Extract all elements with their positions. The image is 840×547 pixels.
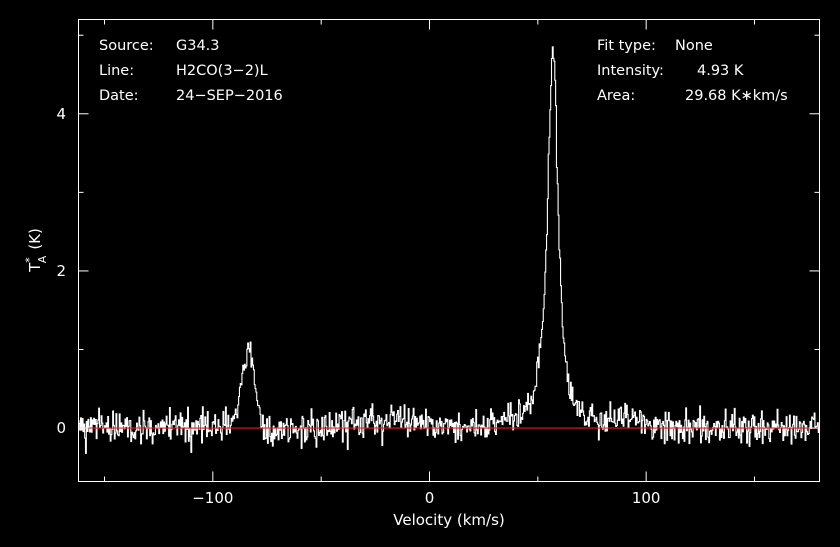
plot-frame	[78, 19, 820, 482]
info-fit-value: None	[675, 38, 713, 54]
info-panel-right: Fit type: None Intensity: 4.93 K Area: 2…	[597, 38, 788, 104]
info-line-value: H2CO(3−2)L	[176, 63, 268, 79]
info-date-value: 24−SEP−2016	[176, 88, 283, 104]
info-panel-left: Source: G34.3 Line: H2CO(3−2)L Date: 24−…	[99, 38, 283, 104]
info-area-value: 29.68 K∗km/s	[685, 88, 788, 104]
y-axis-label: T*A (K)	[23, 228, 49, 273]
y-tick-label: 2	[56, 262, 66, 280]
axis-ticks: −100 0 100 0 2 4	[56, 19, 820, 507]
x-axis-label: Velocity (km/s)	[393, 511, 504, 529]
info-line-key: Line:	[99, 63, 134, 79]
y-axis-label-sub: A	[36, 255, 49, 263]
info-source-value: G34.3	[176, 38, 220, 54]
info-source-key: Source:	[99, 38, 154, 54]
info-date-key: Date:	[99, 88, 139, 104]
info-intensity-value: 4.93 K	[697, 63, 744, 79]
x-tick-label: 100	[632, 489, 661, 507]
y-tick-label: 4	[56, 105, 66, 123]
plot-area	[78, 46, 820, 454]
x-tick-label: 0	[425, 489, 435, 507]
x-tick-label: −100	[192, 489, 233, 507]
info-fit-key: Fit type:	[597, 38, 656, 54]
info-intensity-key: Intensity:	[597, 63, 664, 79]
y-axis-label-unit: (K)	[26, 228, 44, 250]
info-area-key: Area:	[597, 88, 635, 104]
y-axis-label-sup: *	[23, 257, 36, 263]
y-tick-label: 0	[56, 419, 66, 437]
y-axis-label-main: T	[26, 262, 44, 273]
svg-text:T*A(K): T*A (K)	[23, 228, 49, 273]
